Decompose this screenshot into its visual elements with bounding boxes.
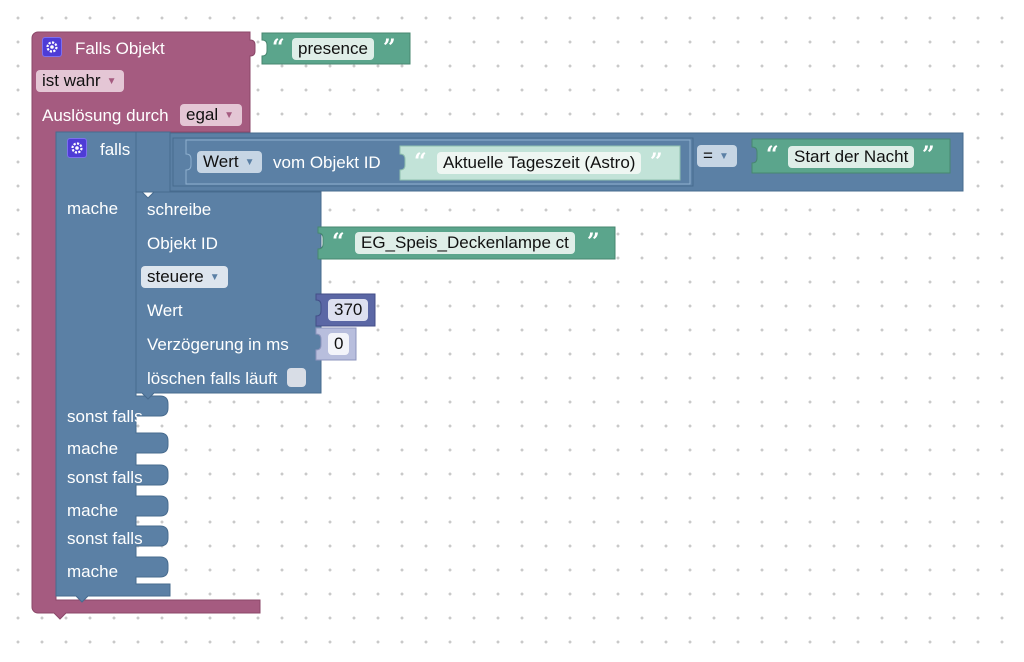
- trigger-gear-icon[interactable]: [42, 37, 62, 57]
- do-label: mache: [67, 199, 119, 218]
- open-quote-icon: “: [272, 35, 285, 61]
- write-block-shape[interactable]: [135, 191, 322, 400]
- delay-label: Verzögerung in ms: [147, 335, 289, 354]
- clear-checkbox[interactable]: [287, 368, 306, 387]
- delay-number-field[interactable]: 0: [328, 333, 350, 355]
- else-do-label: mache: [67, 501, 119, 520]
- condition-dropdown[interactable]: ist wahr ▼: [36, 70, 125, 92]
- if-gear-icon[interactable]: [67, 138, 87, 158]
- open-quote-icon: “: [332, 229, 345, 255]
- chevron-down-icon: ▼: [209, 271, 220, 283]
- open-quote-icon: “: [766, 142, 779, 168]
- close-quote-icon: ”: [650, 149, 663, 175]
- trigger-value: egal: [186, 105, 219, 124]
- chevron-down-icon: ▼: [224, 109, 235, 121]
- open-quote-icon: “: [414, 149, 427, 175]
- else-if-label: sonst falls: [67, 529, 143, 548]
- chevron-down-icon: ▼: [106, 75, 117, 87]
- mode-value: steuere: [147, 267, 204, 286]
- value-label: Wert: [147, 301, 183, 320]
- write-title: schreibe: [147, 200, 212, 219]
- operator-dropdown[interactable]: = ▼: [697, 145, 737, 167]
- trigger-label: Auslösung durch: [42, 106, 169, 125]
- condition-value: ist wahr: [42, 71, 101, 90]
- from-object-label: vom Objekt ID: [273, 153, 381, 172]
- trigger-title: Falls Objekt: [75, 39, 165, 58]
- close-quote-icon: ”: [922, 142, 935, 168]
- if-label: falls: [100, 140, 131, 159]
- else-do-label: mache: [67, 562, 119, 581]
- trigger-object-id-field[interactable]: presence: [292, 38, 374, 60]
- trigger-dropdown[interactable]: egal ▼: [180, 104, 243, 126]
- object-id-label: Objekt ID: [147, 234, 218, 253]
- mode-dropdown[interactable]: steuere ▼: [141, 266, 228, 288]
- close-quote-icon: ”: [383, 35, 396, 61]
- value-dropdown[interactable]: Wert ▼: [197, 151, 263, 173]
- compare-text-field[interactable]: Start der Nacht: [788, 146, 915, 168]
- write-object-id-field[interactable]: EG_Speis_Deckenlampe ct: [355, 232, 575, 254]
- value-dropdown-text: Wert: [203, 152, 239, 171]
- chevron-down-icon: ▼: [244, 156, 255, 168]
- value-number-field[interactable]: 370: [328, 299, 369, 321]
- chevron-down-icon: ▼: [718, 150, 729, 162]
- else-if-label: sonst falls: [67, 407, 143, 426]
- else-if-label: sonst falls: [67, 468, 143, 487]
- else-do-label: mache: [67, 439, 119, 458]
- compare-object-id-field[interactable]: Aktuelle Tageszeit (Astro): [437, 152, 642, 174]
- if-block-body[interactable]: [55, 131, 171, 603]
- operator-value: =: [703, 146, 713, 165]
- clear-label: löschen falls läuft: [147, 369, 278, 388]
- close-quote-icon: ”: [587, 229, 600, 255]
